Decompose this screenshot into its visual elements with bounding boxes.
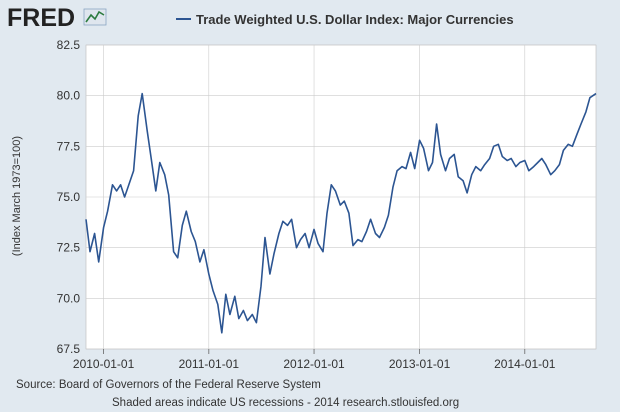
grid-lines <box>86 44 596 350</box>
x-tick-label: 2011-01-01 <box>179 357 240 371</box>
chart-legend: Trade Weighted U.S. Dollar Index: Major … <box>176 12 514 27</box>
y-tick-label: 72.5 <box>57 241 81 255</box>
series-line <box>85 92 597 334</box>
y-tick-label: 82.5 <box>57 38 81 52</box>
y-tick-label: 75.0 <box>57 190 81 204</box>
footer-source: Source: Board of Governors of the Federa… <box>16 379 321 391</box>
x-tick-label: 2012-01-01 <box>283 357 345 371</box>
footer-note: Shaded areas indicate US recessions - 20… <box>112 397 459 409</box>
fred-graph-icon <box>83 8 107 26</box>
chart-title: Trade Weighted U.S. Dollar Index: Major … <box>196 12 514 27</box>
x-axis: 2010-01-01 2011-01-01 2012-01-01 2013-01-01… <box>73 349 556 371</box>
y-tick-label: 80.0 <box>57 89 81 103</box>
y-tick-label: 67.5 <box>57 342 81 356</box>
y-tick-label: 70.0 <box>57 291 81 305</box>
x-tick-label: 2013-01-01 <box>389 357 451 371</box>
y-axis: 67.5 70.0 72.5 75.0 77.5 80.0 82.5 <box>57 38 81 356</box>
x-tick-label: 2014-01-01 <box>494 357 556 371</box>
y-axis-label: (Index March 1973=100) <box>11 136 23 256</box>
y-tick-label: 77.5 <box>57 139 81 153</box>
x-tick-label: 2010-01-01 <box>73 357 135 371</box>
fred-logo-text[interactable]: FRED <box>7 4 75 32</box>
